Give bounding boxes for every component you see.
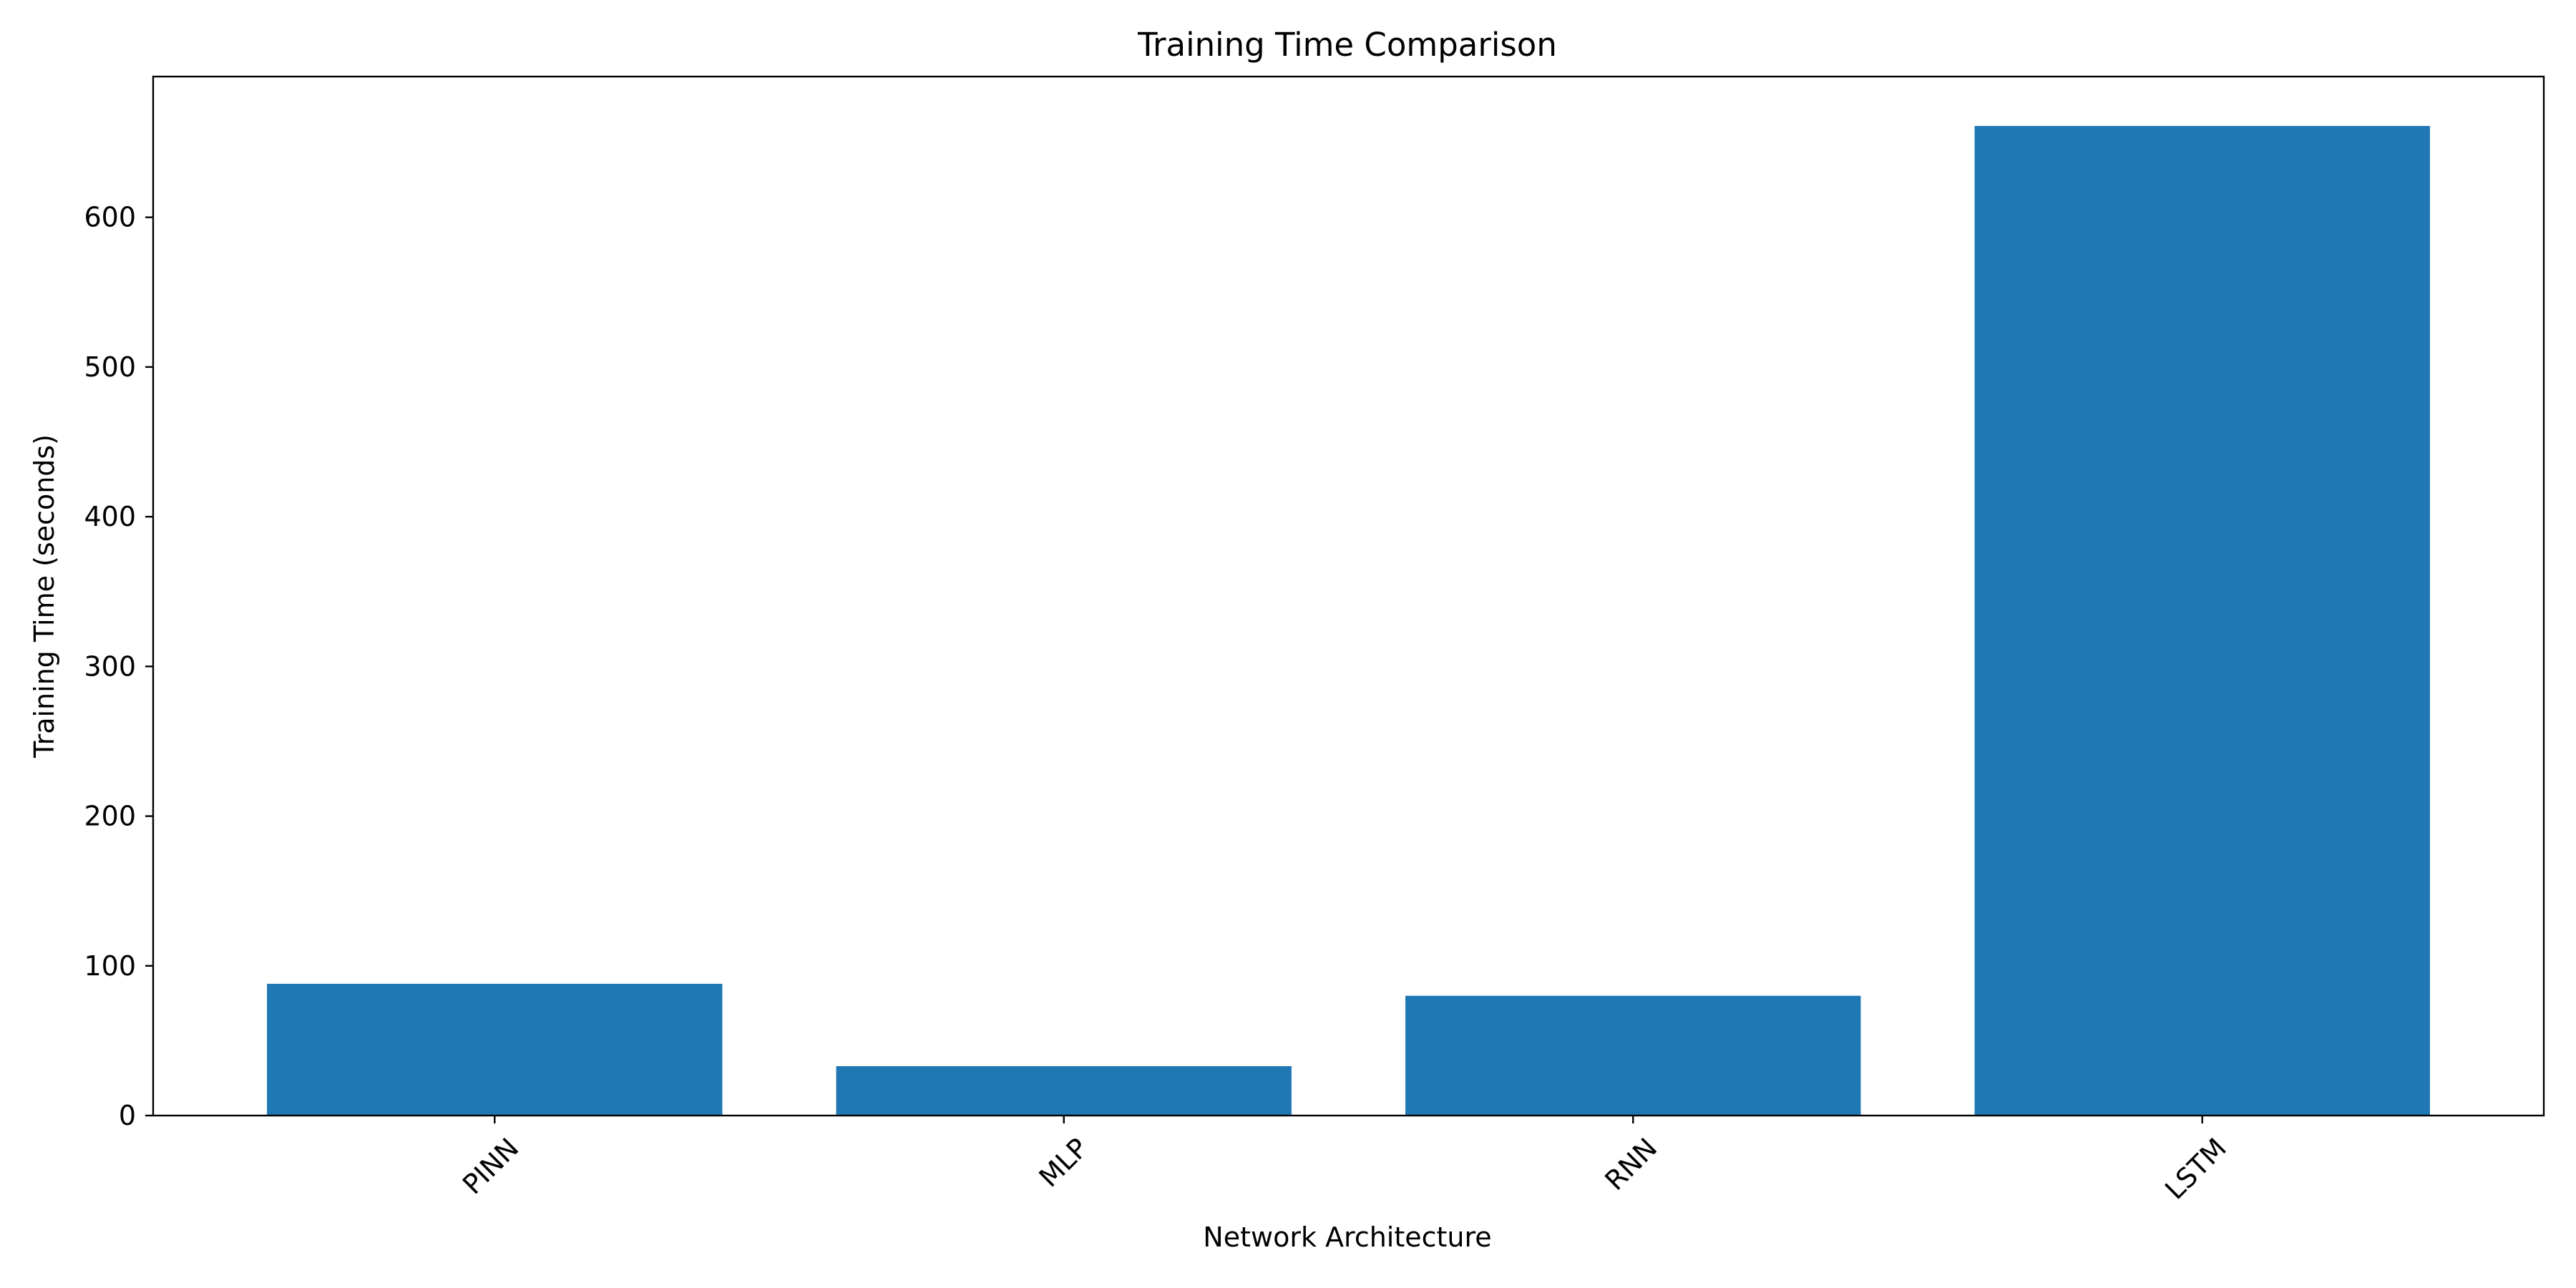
bars: [267, 126, 2430, 1116]
y-tick-label: 500: [84, 351, 136, 383]
x-tick-label-mlp: MLP: [1033, 1132, 1093, 1193]
bar-rnn: [1405, 995, 1861, 1116]
y-tick-label: 400: [84, 501, 136, 532]
y-tick-label: 600: [84, 202, 136, 233]
y-tick-label: 100: [84, 950, 136, 982]
x-tick-label-lstm: LSTM: [2159, 1132, 2233, 1206]
x-tick-label-pinn: PINN: [457, 1132, 525, 1200]
plot-frame: [152, 75, 2545, 1117]
plot-area: [152, 75, 2545, 1117]
chart-title: Training Time Comparison: [1137, 26, 1557, 64]
bar-pinn: [267, 983, 723, 1116]
bar-lstm: [1974, 126, 2430, 1116]
y-tick-label: 300: [84, 650, 136, 682]
y-axis-label: Training Time (seconds): [29, 434, 60, 758]
y-tick-label: 0: [119, 1100, 136, 1131]
y-tick-label: 200: [84, 801, 136, 832]
x-axis-label: Network Architecture: [1203, 1221, 1491, 1253]
y-axis: 0 100 200 300 400 500 600: [84, 202, 153, 1131]
x-axis: PINN MLP RNN LSTM: [457, 1116, 2233, 1206]
bar-mlp: [836, 1065, 1292, 1116]
x-tick-label-rnn: RNN: [1599, 1132, 1663, 1196]
